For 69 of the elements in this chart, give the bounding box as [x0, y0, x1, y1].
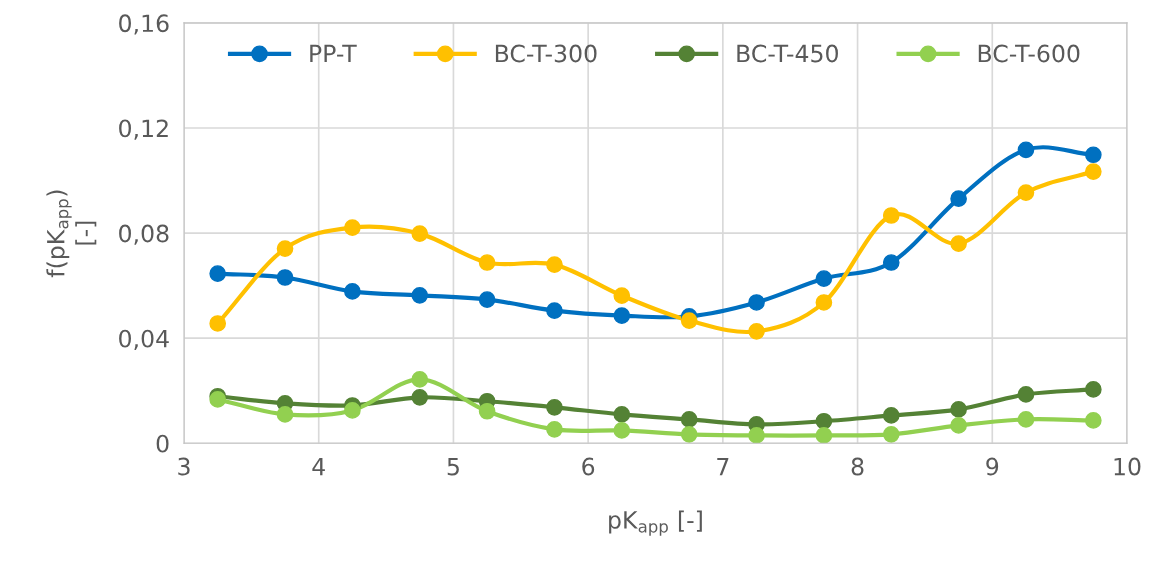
point [1084, 381, 1102, 398]
point [546, 302, 563, 319]
point [1084, 146, 1102, 164]
legend-label: PP-T [310, 44, 357, 63]
x-tick-label: 9 [986, 457, 999, 476]
point [815, 270, 833, 287]
point [1017, 386, 1035, 403]
y-tick-label: 0,08 [119, 224, 169, 245]
y-tick-label: 0,12 [119, 119, 168, 140]
point [748, 323, 765, 340]
point [950, 190, 967, 208]
x-tick-label: 3 [178, 457, 190, 476]
legend-label: BC-T-600 [978, 44, 1080, 63]
point [613, 406, 631, 423]
point [209, 315, 227, 332]
x-tick-label: 7 [717, 457, 729, 476]
legend-label: BC-T-450 [737, 44, 838, 63]
point [815, 294, 833, 311]
point [478, 254, 496, 271]
point [882, 207, 900, 224]
point [1017, 184, 1035, 201]
point [613, 307, 631, 324]
point [680, 312, 698, 329]
point [344, 283, 361, 300]
point [546, 256, 563, 273]
point [882, 426, 900, 443]
point [478, 402, 496, 420]
point [680, 426, 698, 443]
x-tick-label: 8 [851, 457, 864, 476]
point [950, 417, 967, 434]
point [882, 254, 900, 271]
point [748, 427, 765, 444]
point [680, 411, 698, 428]
point [276, 269, 294, 286]
y-tick-label: 0,04 [119, 329, 169, 350]
x-tick-label: 4 [312, 457, 325, 476]
x-axis-title: pK$_{app}$ [-] [609, 510, 702, 536]
point [546, 398, 563, 416]
x-tick-label: 5 [447, 457, 459, 476]
point [950, 235, 967, 252]
point [748, 294, 765, 311]
y-tick-label: 0 [156, 434, 169, 453]
x-tick-label: 6 [582, 457, 595, 476]
point [613, 287, 631, 304]
point [613, 422, 631, 439]
point [1084, 163, 1102, 180]
point [209, 391, 227, 408]
point [411, 388, 429, 406]
point [815, 427, 833, 444]
point [815, 412, 833, 430]
point [344, 402, 361, 419]
point [546, 421, 563, 438]
point [276, 406, 294, 423]
y-axis-title: f(pK$_{app}$) [-] [46, 190, 97, 278]
point [411, 371, 429, 388]
point [209, 265, 227, 282]
point [882, 407, 900, 424]
point [950, 401, 967, 418]
point [344, 219, 361, 236]
point [1084, 412, 1102, 429]
y-tick-label: 0,16 [119, 14, 169, 35]
point [1017, 411, 1035, 428]
point [276, 240, 294, 257]
point [478, 291, 496, 308]
point [1017, 141, 1035, 159]
point [411, 225, 429, 242]
point [411, 287, 429, 304]
legend-label: BC-T-300 [495, 44, 597, 63]
x-tick-label: 10 [1114, 457, 1141, 476]
